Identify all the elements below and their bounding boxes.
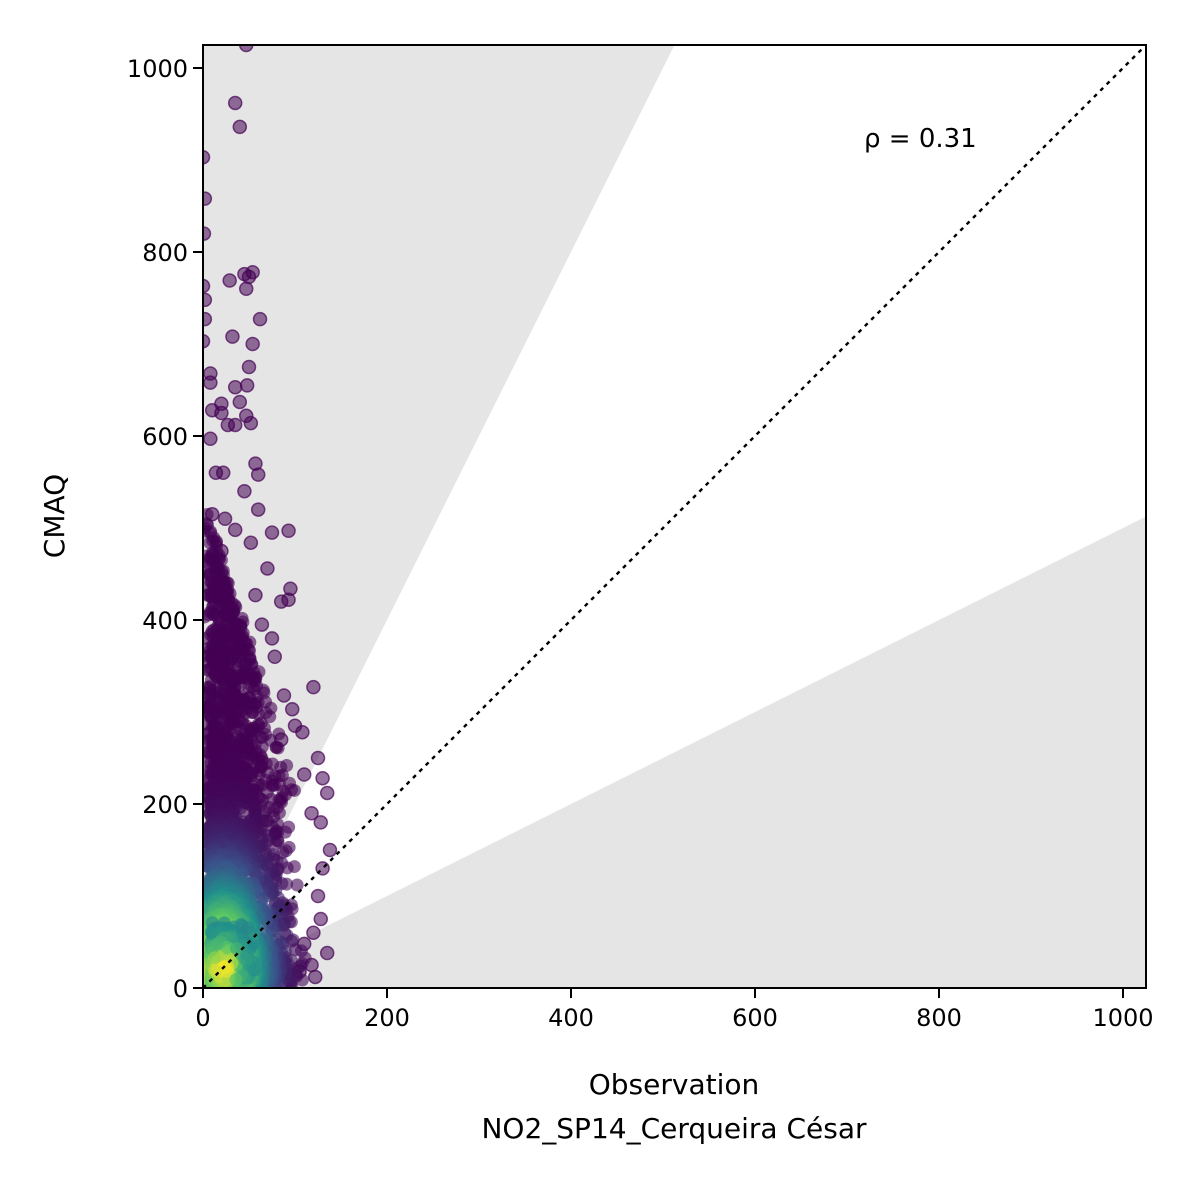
scatter-point xyxy=(284,701,300,717)
scatter-point xyxy=(322,842,338,858)
scatter-point xyxy=(310,888,326,904)
y-tick-label: 1000 xyxy=(127,55,188,83)
scatter-point xyxy=(319,785,335,801)
scatter-point xyxy=(306,679,321,695)
scatter-point xyxy=(215,465,231,481)
scatter-point xyxy=(276,688,292,703)
scatter-point xyxy=(243,926,257,940)
y-tick-label: 600 xyxy=(142,423,188,451)
x-tick-label: 0 xyxy=(195,1004,210,1032)
x-tick-label: 400 xyxy=(548,1004,594,1032)
scatter-point xyxy=(225,329,240,344)
scatter-point xyxy=(264,631,280,646)
scatter-point xyxy=(252,311,268,327)
y-tick-label: 800 xyxy=(142,239,188,267)
scatter-point xyxy=(210,937,224,951)
scatter-point xyxy=(304,805,319,821)
x-tick-label: 1000 xyxy=(1092,1004,1153,1032)
scatter-point xyxy=(238,408,254,424)
scatter-point xyxy=(203,149,211,165)
one-to-one-line-group xyxy=(203,45,1146,988)
scatter-point xyxy=(203,191,213,206)
scatter-point xyxy=(229,941,243,955)
scatter-point xyxy=(227,379,243,395)
scatter-point xyxy=(209,964,223,978)
y-tick-label: 200 xyxy=(142,791,188,819)
x-tick-label: 600 xyxy=(732,1004,778,1032)
scatter-point xyxy=(241,359,257,375)
scatter-point xyxy=(227,522,243,538)
scatter-point xyxy=(227,417,243,433)
scatter-point xyxy=(203,311,213,327)
scatter-point xyxy=(315,770,330,786)
scatter-point xyxy=(250,467,266,482)
y-tick-label: 0 xyxy=(173,975,188,1003)
scatter-point xyxy=(217,511,233,527)
scatter-point xyxy=(281,523,296,539)
scatter-point xyxy=(239,378,255,393)
lower-factor-band xyxy=(203,516,1146,988)
scatter-point xyxy=(313,815,329,830)
y-axis-label: CMAQ xyxy=(38,474,71,558)
scatter-point xyxy=(267,649,283,665)
scatter-point xyxy=(290,878,304,892)
scatter-point xyxy=(313,911,329,927)
scatter-point xyxy=(269,740,283,754)
scatter-point xyxy=(241,269,257,285)
scatter-point xyxy=(306,925,321,941)
scatter-point xyxy=(243,535,259,550)
x-axis-ticks: 0 200 400 600 800 1000 xyxy=(195,988,1154,1032)
scatter-point xyxy=(227,95,243,111)
scatter-point xyxy=(232,119,248,135)
scatter-point xyxy=(264,525,280,540)
scatter-point xyxy=(204,925,218,939)
scatter-point xyxy=(229,972,243,986)
scatter-points xyxy=(203,45,338,988)
scatter-point xyxy=(260,561,275,576)
scatter-point xyxy=(319,945,335,961)
scatter-point xyxy=(245,937,259,951)
scatter-point xyxy=(232,394,248,410)
scatter-point xyxy=(310,750,326,766)
x-axis-label: Observation xyxy=(589,1068,760,1101)
scatter-point xyxy=(207,951,221,965)
one-to-one-line xyxy=(203,45,1146,988)
scatter-point xyxy=(205,916,219,930)
scatter-point xyxy=(222,273,237,288)
scatter-point xyxy=(238,45,254,53)
scatter-point xyxy=(296,767,312,782)
scatter-point xyxy=(203,610,212,624)
correlation-annotation: ρ = 0.31 xyxy=(864,124,977,154)
y-axis-ticks: 0 200 400 600 800 1000 xyxy=(127,55,203,1003)
scatter-point xyxy=(203,278,211,294)
scatter-point xyxy=(203,375,218,390)
scatter-point xyxy=(237,483,252,499)
scatter-point xyxy=(203,292,213,308)
scatter-point xyxy=(281,592,296,608)
scatter-point xyxy=(245,336,260,352)
plot-frame xyxy=(202,44,1147,989)
scatter-point xyxy=(250,502,266,517)
scatter-point xyxy=(307,969,323,985)
scatter-point xyxy=(254,617,270,632)
y-tick-label: 400 xyxy=(142,607,188,635)
scatter-point xyxy=(203,333,211,349)
scatter-point xyxy=(248,587,263,603)
scatter-point xyxy=(238,281,254,297)
x-tick-label: 800 xyxy=(916,1004,962,1032)
scatter-point xyxy=(203,431,218,447)
x-tick-label: 200 xyxy=(364,1004,410,1032)
scatter-point xyxy=(214,405,229,421)
scatter-point xyxy=(295,724,310,740)
scatter-point xyxy=(239,953,253,967)
x-axis-sublabel: NO2_SP14_Cerqueira César xyxy=(481,1112,867,1145)
